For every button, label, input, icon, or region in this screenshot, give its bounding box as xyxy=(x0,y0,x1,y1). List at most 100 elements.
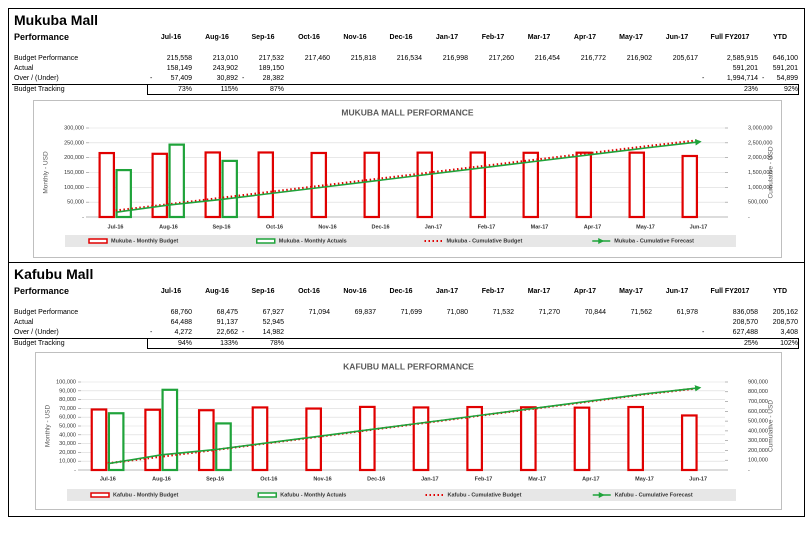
legend-swatch xyxy=(257,492,277,498)
column-header: Sep-16 xyxy=(251,34,275,41)
table-cell: 243,902 xyxy=(212,65,238,72)
bar xyxy=(628,151,646,219)
bar xyxy=(221,159,238,219)
y2-axis-title: Cumulative - USD xyxy=(768,146,775,198)
bar xyxy=(627,405,644,472)
y-tick-label: 50,000 xyxy=(59,423,76,429)
column-header: Jun-17 xyxy=(665,288,689,295)
table-cell: 94% xyxy=(177,340,192,347)
table-cell: 115% xyxy=(220,86,238,93)
table-cell: 133% xyxy=(220,340,238,347)
column-header: Jun-17 xyxy=(665,34,689,41)
x-tick-label: Feb-17 xyxy=(478,224,496,230)
y-tick-label: 200,000 xyxy=(64,155,84,161)
table-cell: 68,760 xyxy=(170,309,192,316)
x-tick-label: Apr-17 xyxy=(582,476,599,482)
bar xyxy=(573,406,591,472)
table-cell: 52,945 xyxy=(262,319,284,326)
table-header: Performance xyxy=(14,32,70,42)
bar xyxy=(197,409,215,472)
chart-svg: MUKUBA MALL PERFORMANCE Monthly - USD Cumu… xyxy=(43,107,775,247)
section: Kafubu Mall Performance Jul-16 Aug-16 Sep-16… xyxy=(0,254,811,516)
legend-band xyxy=(65,235,736,247)
bar xyxy=(412,406,430,472)
y2-tick-label: 3,000,000 xyxy=(748,125,772,131)
section-title: Kafubu Mall xyxy=(14,266,94,282)
table-cell: 216,998 xyxy=(442,55,468,62)
column-header: Mar-17 xyxy=(527,288,551,295)
x-tick-label: Jan-17 xyxy=(421,476,438,482)
column-header: Feb-17 xyxy=(481,288,505,295)
chart-title: KAFUBU MALL PERFORMANCE xyxy=(343,361,474,371)
table-cell: 3,408 xyxy=(780,329,798,336)
table-cell: 23% xyxy=(743,86,758,93)
table-cell: 158,149 xyxy=(166,65,192,72)
y-tick-label: 80,000 xyxy=(59,397,76,403)
y2-tick-label: 2,000,000 xyxy=(748,155,772,161)
table-cell: 92% xyxy=(783,86,798,93)
table-cell: - 627,488 xyxy=(702,329,758,336)
table-cell: - 57,409 xyxy=(150,75,192,82)
y2-tick-label: 100,000 xyxy=(748,458,768,464)
x-tick-label: May-17 xyxy=(635,476,654,482)
table-cell: 216,902 xyxy=(626,55,652,62)
row-label: Actual xyxy=(14,319,34,326)
bar xyxy=(416,151,434,219)
y-tick-label: 300,000 xyxy=(64,125,84,131)
table-cell: 71,094 xyxy=(308,309,330,316)
y-tick-label: 250,000 xyxy=(64,140,84,146)
column-header: May-17 xyxy=(619,288,643,295)
y-tick-label: 100,000 xyxy=(64,185,84,191)
legend-arrow xyxy=(598,492,605,498)
bar xyxy=(204,151,222,219)
y2-tick-label: 1,500,000 xyxy=(748,170,772,176)
legend-arrow xyxy=(598,238,605,244)
y2-tick-label: 900,000 xyxy=(748,379,768,385)
table-cell: - 14,982 xyxy=(242,329,284,336)
table-cell: 71,532 xyxy=(492,309,514,316)
y-tick-label: 40,000 xyxy=(59,432,76,438)
column-header: Jul-16 xyxy=(160,288,182,295)
legend-label: Kafubu - Monthly Budget xyxy=(113,492,179,498)
bar xyxy=(466,405,483,472)
column-header: Oct-16 xyxy=(298,288,320,295)
table-cell: 213,010 xyxy=(212,55,238,62)
legend-swatch xyxy=(90,492,110,498)
x-tick-label: Mar-17 xyxy=(528,476,546,482)
legend-swatch xyxy=(256,238,276,244)
y2-axis-title: Cumulative - USD xyxy=(768,400,775,452)
y-tick-label: - xyxy=(74,467,76,473)
column-header: Full FY2017 xyxy=(710,288,750,295)
x-tick-label: Jun-17 xyxy=(689,476,707,482)
table-cell: 71,080 xyxy=(446,309,468,316)
table-cell: 64,488 xyxy=(170,319,192,326)
y-tick-label: 10,000 xyxy=(59,459,76,465)
x-tick-label: Dec-16 xyxy=(367,476,385,482)
table-cell: 87% xyxy=(269,86,284,93)
row-label: Over / (Under) xyxy=(14,75,59,82)
table-cell: 25% xyxy=(743,340,758,347)
column-header: Dec-16 xyxy=(389,288,413,295)
table-cell: 208,570 xyxy=(772,319,798,326)
y2-tick-label: 300,000 xyxy=(748,438,768,444)
y2-tick-label: 1,000,000 xyxy=(748,185,772,191)
column-header: Full FY2017 xyxy=(710,34,750,41)
bar xyxy=(168,143,185,219)
column-header: Feb-17 xyxy=(481,34,505,41)
table-cell: 217,532 xyxy=(258,55,284,62)
column-header: Nov-16 xyxy=(343,288,367,295)
chart-title: MUKUBA MALL PERFORMANCE xyxy=(341,107,474,117)
column-header: Aug-16 xyxy=(205,288,229,295)
legend-label: Mukuba - Monthly Budget xyxy=(111,238,178,244)
table-cell: 836,058 xyxy=(732,309,758,316)
legend-label: Kafubu - Monthly Actuals xyxy=(280,492,346,498)
column-header: May-17 xyxy=(619,34,643,41)
chart: KAFUBU MALL PERFORMANCE Monthly - USD Cumu… xyxy=(35,352,782,510)
bar xyxy=(98,151,116,219)
x-tick-label: Sep-16 xyxy=(206,476,224,482)
table-cell: 646,100 xyxy=(772,55,798,62)
column-header: Sep-16 xyxy=(251,288,275,295)
y2-tick-label: 500,000 xyxy=(748,419,768,425)
column-header: Apr-17 xyxy=(573,34,597,41)
y2-tick-label: 700,000 xyxy=(748,399,768,405)
